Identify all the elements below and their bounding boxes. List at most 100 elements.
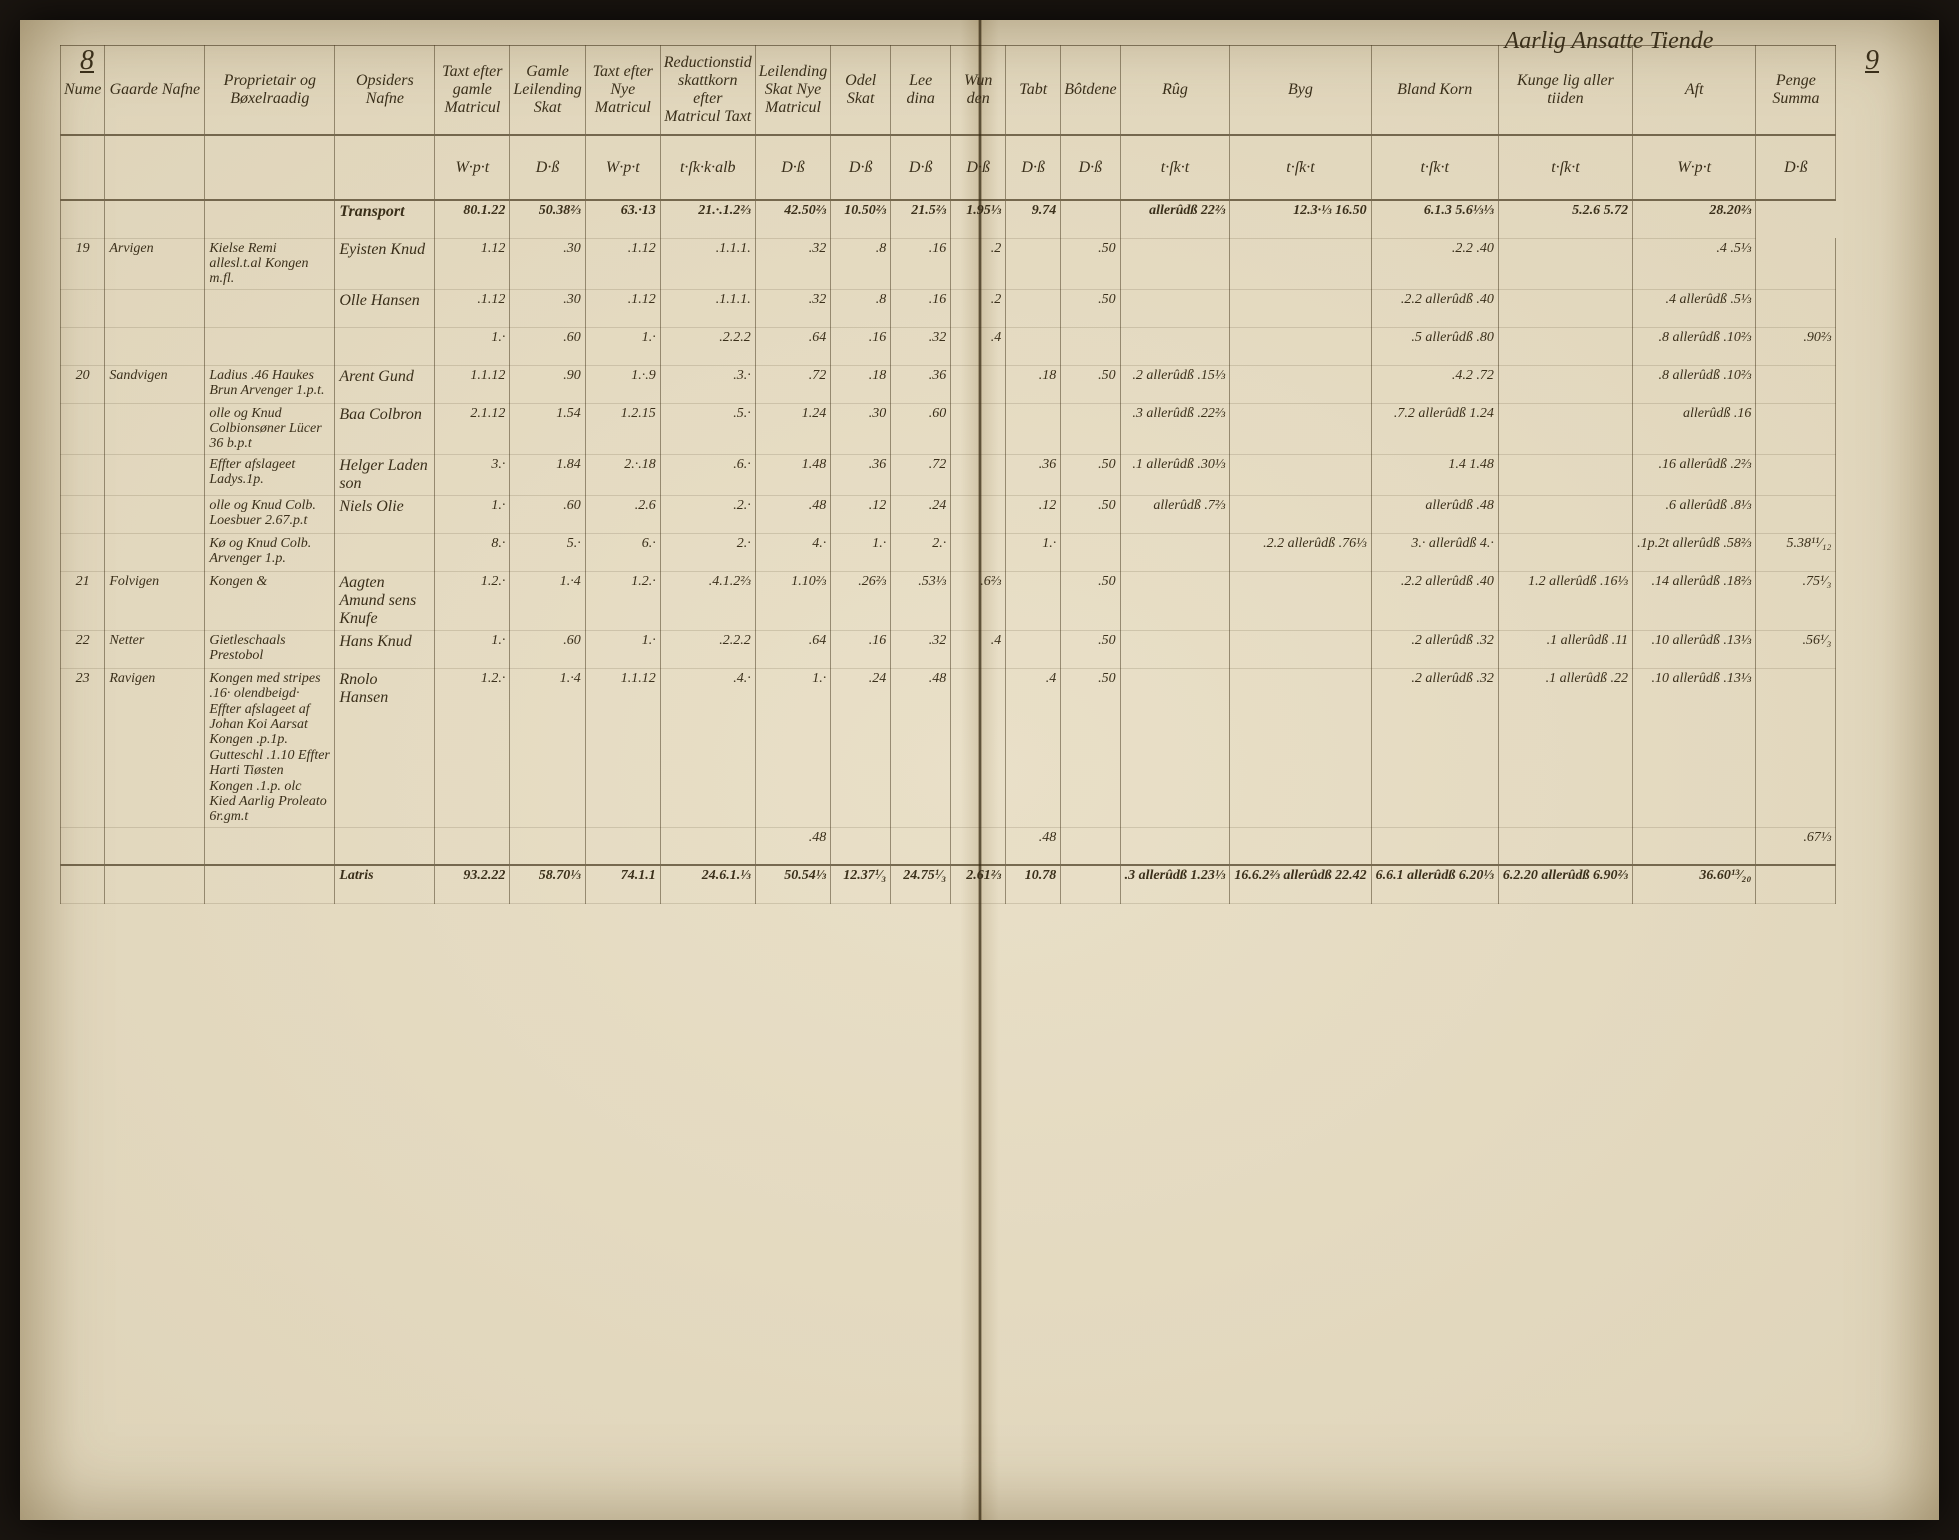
value-cell: .1p.2t allerûdß .58⅔ bbox=[1633, 533, 1756, 571]
value-cell: 1.·4 bbox=[510, 668, 585, 827]
ledger-book-spread: 8 9 Nume Gaarde Nafne Proprietair og Bøx… bbox=[20, 20, 1939, 1520]
opsider-name: Olle Hansen bbox=[335, 289, 435, 327]
value-cell: 1.1.12 bbox=[585, 668, 660, 827]
value-cell bbox=[1498, 238, 1632, 289]
col-tabt: Tabt bbox=[1006, 46, 1061, 136]
value-cell: .24 bbox=[891, 495, 951, 533]
value-cell: 5.38¹¹⁄₁₂ bbox=[1756, 533, 1836, 571]
value-cell: .30 bbox=[510, 289, 585, 327]
value-cell: 21.5⅔ bbox=[891, 200, 951, 238]
table-row: 21FolvigenKongen &Aagten Amund sens Knuf… bbox=[61, 571, 1836, 630]
value-cell: .8 allerûdß .10⅔ bbox=[1633, 365, 1756, 403]
value-cell: .50 bbox=[1061, 630, 1120, 668]
value-cell: .50 bbox=[1061, 668, 1120, 827]
proprietair-note: Gietleschaals Prestobol bbox=[205, 630, 335, 668]
value-cell: 1.·4 bbox=[510, 571, 585, 630]
value-cell: .2 allerûdß .32 bbox=[1371, 668, 1498, 827]
table-row: 1.·.601.·.2.2.2.64.16.32.4.5 allerûdß .8… bbox=[61, 327, 1836, 365]
value-cell bbox=[1498, 289, 1632, 327]
row-number bbox=[61, 403, 105, 454]
value-cell: .2 allerûdß .15⅓ bbox=[1120, 365, 1230, 403]
gaarde-name bbox=[105, 827, 205, 865]
value-cell: allerûdß 22⅔ bbox=[1120, 200, 1230, 238]
opsider-name: Niels Olie bbox=[335, 495, 435, 533]
value-cell: 2.· bbox=[891, 533, 951, 571]
value-cell bbox=[1230, 454, 1371, 495]
latris-value bbox=[1061, 865, 1120, 903]
gaarde-name bbox=[105, 327, 205, 365]
value-cell: 1.· bbox=[435, 630, 510, 668]
value-cell: .5.· bbox=[660, 403, 755, 454]
value-cell: 2.· bbox=[660, 533, 755, 571]
value-cell: .10 allerûdß .13⅓ bbox=[1633, 668, 1756, 827]
value-cell: 8.· bbox=[435, 533, 510, 571]
col-opsider: Opsiders Nafne bbox=[335, 46, 435, 136]
value-cell: 1.48 bbox=[755, 454, 830, 495]
proprietair-note: Effter afslageet Ladys.1p. bbox=[205, 454, 335, 495]
table-row: olle og Knud Colb. Loesbuer 2.67.p.tNiel… bbox=[61, 495, 1836, 533]
value-cell: .4.2 .72 bbox=[1371, 365, 1498, 403]
proprietair-note bbox=[205, 827, 335, 865]
opsider-name: Helger Laden son bbox=[335, 454, 435, 495]
value-cell bbox=[585, 827, 660, 865]
latris-value: 12.37¹⁄₃ bbox=[831, 865, 891, 903]
table-row: 20SandvigenLadius .46 Haukes Brun Arveng… bbox=[61, 365, 1836, 403]
value-cell: .4.· bbox=[660, 668, 755, 827]
latris-value: 93.2.22 bbox=[435, 865, 510, 903]
value-cell: .50 bbox=[1061, 454, 1120, 495]
value-cell: 4.· bbox=[755, 533, 830, 571]
value-cell: 12.3·⅓ 16.50 bbox=[1230, 200, 1371, 238]
value-cell: 1.2.15 bbox=[585, 403, 660, 454]
value-cell: 1.24 bbox=[755, 403, 830, 454]
value-cell bbox=[1498, 403, 1632, 454]
value-cell: 1.54 bbox=[510, 403, 585, 454]
value-cell: 6.1.3 5.6⅓⅓ bbox=[1371, 200, 1498, 238]
value-cell: .14 allerûdß .18⅔ bbox=[1633, 571, 1756, 630]
col-rug: Rûg bbox=[1120, 46, 1230, 136]
value-cell: .16 bbox=[891, 238, 951, 289]
gaarde-name bbox=[105, 403, 205, 454]
value-cell: 50.38⅔ bbox=[510, 200, 585, 238]
table-row: olle og Knud Colbionsøner Lücer 36 b.p.t… bbox=[61, 403, 1836, 454]
value-cell: .60 bbox=[510, 630, 585, 668]
value-cell: .1 allerûdß .11 bbox=[1498, 630, 1632, 668]
value-cell: .8 bbox=[831, 238, 891, 289]
value-cell: .1.1.1. bbox=[660, 238, 755, 289]
value-cell: .7.2 allerûdß 1.24 bbox=[1371, 403, 1498, 454]
value-cell bbox=[1498, 827, 1632, 865]
value-cell bbox=[1120, 668, 1230, 827]
value-cell: .5 allerûdß .80 bbox=[1371, 327, 1498, 365]
opsider-name: Rnolo Hansen bbox=[335, 668, 435, 827]
value-cell bbox=[1120, 533, 1230, 571]
value-cell bbox=[1120, 238, 1230, 289]
value-cell bbox=[1498, 365, 1632, 403]
value-cell: 1.· bbox=[585, 630, 660, 668]
value-cell bbox=[1498, 533, 1632, 571]
row-number: 22 bbox=[61, 630, 105, 668]
value-cell: 1.4 1.48 bbox=[1371, 454, 1498, 495]
value-cell: 2.·.18 bbox=[585, 454, 660, 495]
opsider-name: Eyisten Knud bbox=[335, 238, 435, 289]
value-cell bbox=[1061, 403, 1120, 454]
value-cell: .32 bbox=[755, 289, 830, 327]
proprietair-note: olle og Knud Colb. Loesbuer 2.67.p.t bbox=[205, 495, 335, 533]
proprietair-note: Kielse Remi allesl.t.al Kongen m.fl. bbox=[205, 238, 335, 289]
ledger-table: Nume Gaarde Nafne Proprietair og Bøxelra… bbox=[60, 45, 1836, 904]
proprietair-note: Ladius .46 Haukes Brun Arvenger 1.p.t. bbox=[205, 365, 335, 403]
value-cell: .50 bbox=[1061, 365, 1120, 403]
value-cell bbox=[1006, 238, 1061, 289]
value-cell: .2.2 allerûdß .40 bbox=[1371, 571, 1498, 630]
latris-value: 6.2.20 allerûdß 6.90⅔ bbox=[1498, 865, 1632, 903]
opsider-name: Arent Gund bbox=[335, 365, 435, 403]
value-cell: .60 bbox=[510, 495, 585, 533]
table-row: Transport80.1.2250.38⅔63.·1321.·.1.2⅔42.… bbox=[61, 200, 1836, 238]
value-cell: 1.2.· bbox=[435, 668, 510, 827]
value-cell: .50 bbox=[1061, 571, 1120, 630]
col-num: Nume bbox=[61, 46, 105, 136]
value-cell: .64 bbox=[755, 327, 830, 365]
value-cell: .3.· bbox=[660, 365, 755, 403]
value-cell bbox=[1633, 827, 1756, 865]
value-cell: 1.· bbox=[755, 668, 830, 827]
opsider-name bbox=[335, 827, 435, 865]
value-cell: allerûdß .48 bbox=[1371, 495, 1498, 533]
